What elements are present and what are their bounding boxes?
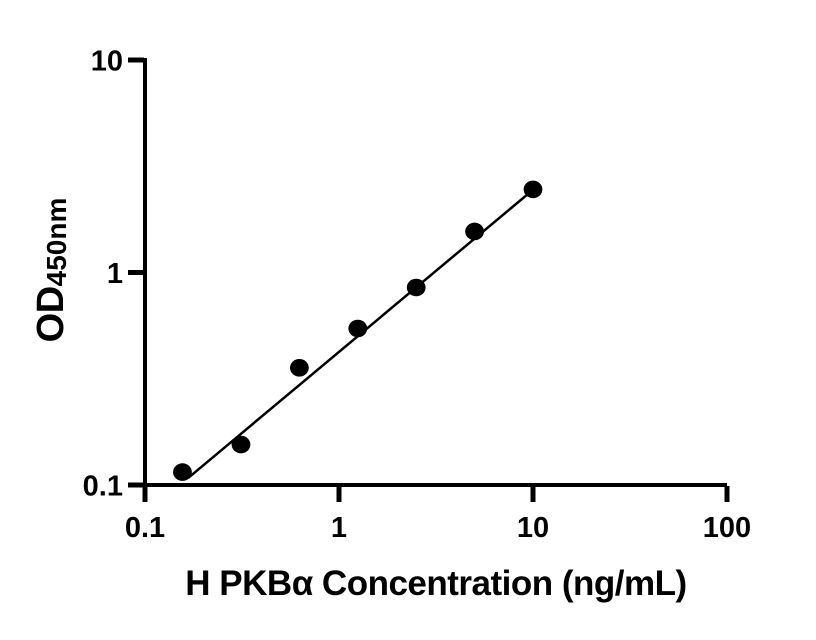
- data-point: [348, 319, 368, 338]
- x-tick-label: 100: [703, 512, 751, 544]
- axes-frame: [143, 58, 727, 487]
- y-tick-label: 0.1: [83, 471, 123, 503]
- y-axis-title-main: OD: [30, 286, 72, 343]
- data-point: [523, 180, 543, 199]
- y-tick-label: 10: [91, 46, 123, 78]
- x-tick-label: 10: [517, 512, 549, 544]
- data-point: [465, 222, 485, 241]
- y-tick-label: 1: [107, 258, 123, 290]
- data-point: [406, 278, 426, 297]
- y-axis-title-subscript: 450nm: [41, 197, 72, 287]
- x-tick-label: 0.1: [125, 512, 165, 544]
- data-point: [231, 435, 251, 454]
- y-axis-title: OD 450nm: [30, 120, 86, 420]
- data-point: [173, 463, 192, 481]
- x-axis-title: H PKBα Concentration (ng/mL): [185, 564, 687, 603]
- data-point: [290, 359, 309, 377]
- x-tick-label: 1: [331, 512, 347, 544]
